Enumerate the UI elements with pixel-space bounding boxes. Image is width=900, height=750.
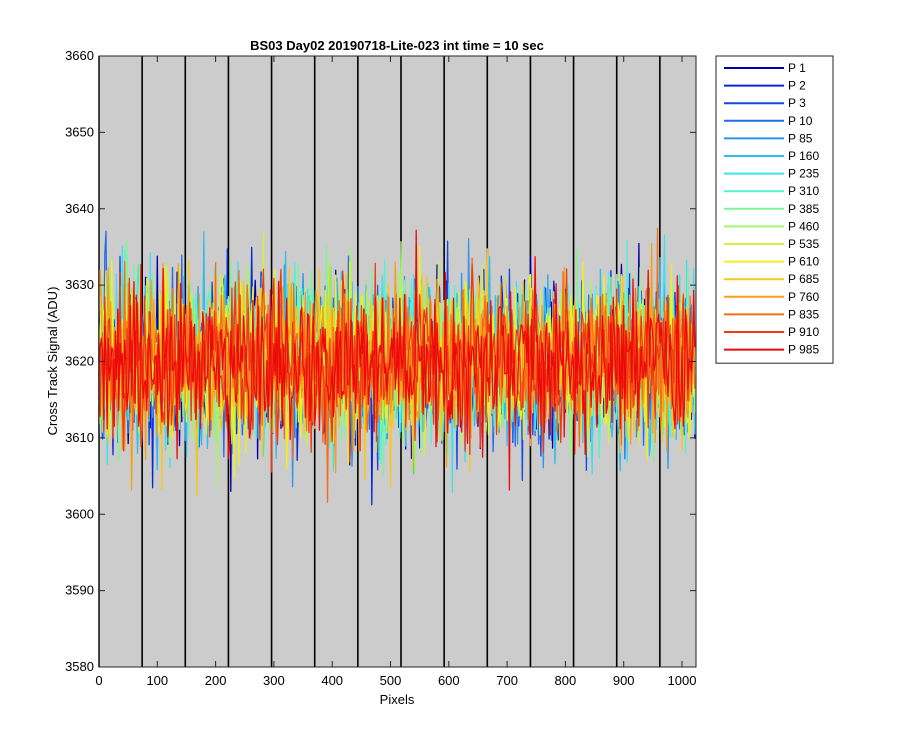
x-tick-label-8: 800	[555, 673, 577, 688]
legend-label-p-1: P 1	[788, 61, 806, 75]
x-tick-label-2: 200	[205, 673, 227, 688]
x-tick-label-0: 0	[95, 673, 102, 688]
y-tick-label-1: 3590	[65, 583, 94, 598]
legend-label-p-835: P 835	[788, 307, 819, 321]
y-tick-label-0: 3580	[65, 659, 94, 674]
y-tick-label-7: 3650	[65, 124, 94, 139]
y-tick-label-5: 3630	[65, 277, 94, 292]
legend-label-p-3: P 3	[788, 96, 806, 110]
y-tick-label-2: 3600	[65, 506, 94, 521]
legend-label-p-910: P 910	[788, 325, 819, 339]
legend-label-p-385: P 385	[788, 202, 819, 216]
x-tick-label-1: 100	[146, 673, 168, 688]
legend-label-p-685: P 685	[788, 272, 819, 286]
legend-label-p-760: P 760	[788, 290, 819, 304]
x-axis: 0 100 200 300 400 500 600 700 800 900 1000	[95, 56, 696, 688]
y-tick-label-4: 3620	[65, 354, 94, 369]
x-axis-label: Pixels	[380, 692, 415, 707]
legend-label-p-85: P 85	[788, 131, 813, 145]
x-tick-label-3: 300	[263, 673, 285, 688]
y-tick-label-3: 3610	[65, 430, 94, 445]
legend-label-p-460: P 460	[788, 219, 819, 233]
legend-label-p-235: P 235	[788, 167, 819, 181]
legend-label-p-2: P 2	[788, 79, 806, 93]
y-tick-label-8: 3660	[65, 48, 94, 63]
x-tick-label-5: 500	[380, 673, 402, 688]
x-tick-label-9: 900	[613, 673, 635, 688]
y-axis: 3580 3590 3600 3610 3620 3630 3640 3650 3660	[65, 48, 696, 674]
legend-label-p-610: P 610	[788, 255, 819, 269]
series-group	[98, 227, 696, 506]
legend-label-p-985: P 985	[788, 343, 819, 357]
series-line-p-985	[98, 229, 696, 491]
legend-label-p-160: P 160	[788, 149, 819, 163]
x-tick-label-6: 600	[438, 673, 460, 688]
x-tick-label-7: 700	[496, 673, 518, 688]
x-tick-label-4: 400	[321, 673, 343, 688]
y-tick-label-6: 3640	[65, 201, 94, 216]
x-tick-label-10: 1000	[668, 673, 697, 688]
chart-title: BS03 Day02 20190718-Lite-023 int time = …	[250, 38, 544, 53]
legend-label-p-10: P 10	[788, 114, 813, 128]
y-axis-label: Cross Track Signal (ADU)	[45, 287, 60, 436]
legend-label-p-535: P 535	[788, 237, 819, 251]
legend-label-p-310: P 310	[788, 184, 819, 198]
legend: P 1 P 2 P 3 P 10 P 85 P 160 P 235 P 310 P 385 P 4…	[715, 55, 834, 364]
